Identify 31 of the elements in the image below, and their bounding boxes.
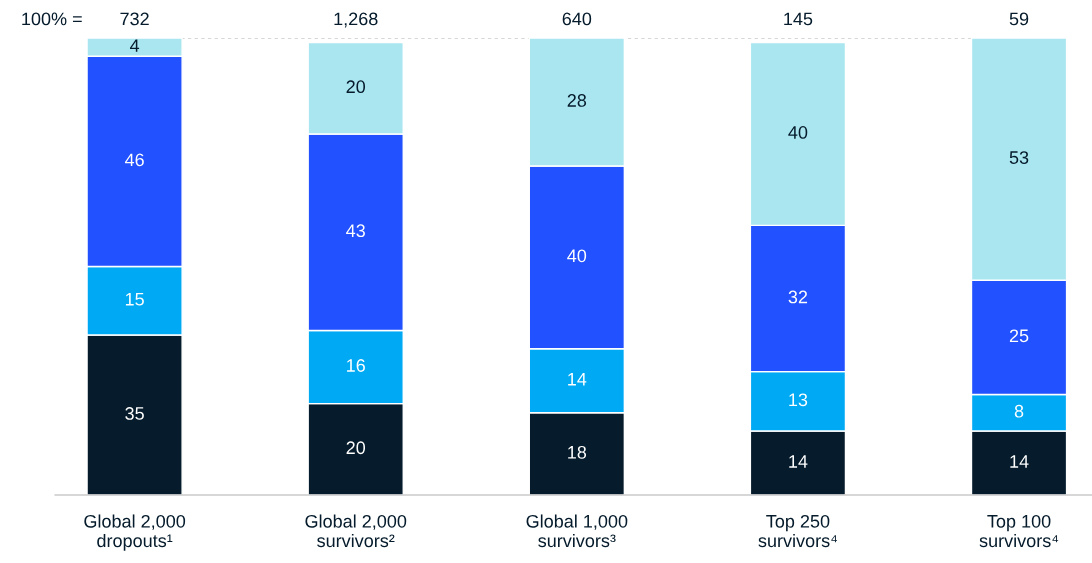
data-label: 20: [346, 80, 366, 94]
data-label: 18: [568, 445, 587, 459]
data-label: 14: [789, 455, 808, 468]
text: 100% =: [22, 12, 82, 26]
data-label: 46: [124, 153, 144, 167]
annotation: 640: [562, 12, 592, 26]
data-label: 35: [125, 407, 144, 420]
data-label: 43: [346, 224, 365, 238]
annotation: 732: [120, 12, 149, 26]
data-label: 15: [125, 293, 144, 306]
data-label: 16: [347, 359, 365, 372]
data-label: 14: [568, 373, 587, 386]
data-label: 32: [788, 290, 808, 304]
data-label: 40: [567, 249, 587, 263]
x-tick-label: Top 100 survivors⁴: [979, 514, 1059, 548]
x-tick-label: Top 250 survivors⁴: [758, 514, 838, 548]
data-label: 13: [789, 393, 808, 407]
data-label: 40: [788, 126, 808, 139]
annotation: 145: [784, 12, 813, 26]
data-label: 28: [567, 94, 587, 107]
x-tick-label: Global 2,000 dropouts¹: [84, 514, 186, 551]
data-label: 25: [1009, 329, 1029, 343]
data-label: 4: [129, 39, 140, 52]
data-label: 14: [1010, 455, 1029, 468]
annotation: 59: [1009, 12, 1029, 26]
data-label: 53: [1009, 151, 1029, 164]
x-tick-label: Global 1,000 survivors³: [526, 514, 628, 548]
data-label: 8: [1014, 404, 1024, 418]
annotation: 1,268: [334, 12, 378, 28]
x-tick-label: Global 2,000 survivors²: [305, 514, 407, 548]
data-label: 20: [346, 441, 366, 455]
